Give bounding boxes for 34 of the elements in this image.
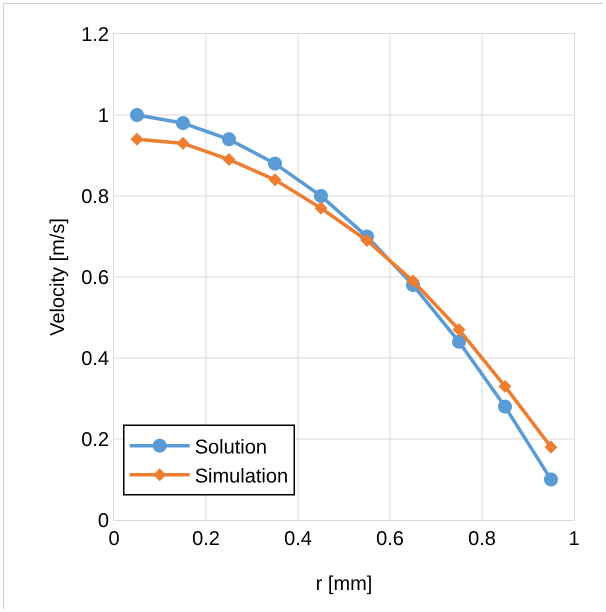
point [406, 274, 420, 288]
x-tick-label: 1 [568, 528, 580, 550]
x-tick-label: 0.4 [284, 528, 312, 550]
y-tick-label: 0 [98, 510, 109, 532]
point [176, 116, 190, 130]
point [130, 108, 144, 122]
x-tick-label: 0.6 [376, 528, 404, 550]
y-tick-label: 0.8 [81, 186, 109, 208]
y-tick-label: 1.2 [81, 24, 109, 46]
legend-label: Simulation [194, 466, 288, 488]
point [544, 472, 558, 486]
x-tick-label: 0.2 [192, 528, 220, 550]
point [314, 202, 328, 215]
point [268, 156, 282, 171]
point [452, 323, 466, 336]
legend-label: Solution [194, 436, 267, 458]
point [360, 234, 374, 248]
point [498, 380, 512, 393]
y-tick-label: 0.6 [81, 267, 109, 289]
x-axis-title: r [mm] [316, 573, 372, 595]
y-tick-label: 0.4 [81, 348, 109, 370]
point [268, 173, 282, 186]
point [222, 132, 236, 146]
y-axis-title: Velocity [m/s] [47, 218, 69, 336]
point [498, 400, 512, 414]
point [130, 132, 144, 146]
point [176, 136, 190, 150]
point [222, 153, 236, 166]
point [544, 440, 558, 454]
point [314, 189, 328, 203]
y-tick-label: 0.2 [81, 429, 109, 451]
point [452, 334, 466, 349]
y-tick-label: 1 [98, 105, 109, 127]
x-tick-label: 0.8 [468, 528, 496, 550]
